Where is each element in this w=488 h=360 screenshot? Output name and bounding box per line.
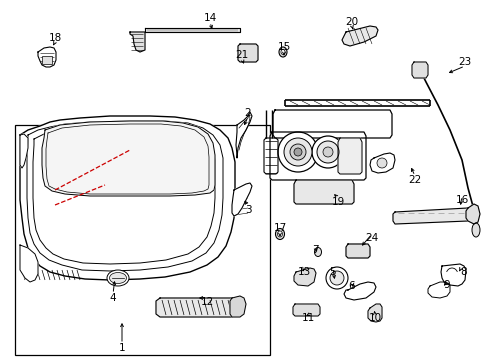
Circle shape	[289, 144, 305, 160]
Polygon shape	[238, 44, 258, 62]
Polygon shape	[269, 132, 365, 180]
Polygon shape	[145, 28, 240, 32]
Text: 18: 18	[48, 33, 61, 43]
Text: 22: 22	[407, 175, 421, 185]
Text: 23: 23	[457, 57, 470, 67]
Polygon shape	[27, 121, 223, 271]
Polygon shape	[292, 304, 319, 316]
Text: 9: 9	[443, 280, 449, 290]
Polygon shape	[156, 298, 236, 317]
Polygon shape	[42, 121, 215, 196]
Text: 16: 16	[454, 195, 468, 205]
Polygon shape	[369, 153, 394, 173]
Text: 8: 8	[460, 267, 467, 277]
Polygon shape	[411, 62, 427, 78]
Text: 17: 17	[273, 223, 286, 233]
Bar	[15, 125, 269, 355]
Text: 21: 21	[235, 50, 248, 60]
Polygon shape	[20, 134, 28, 168]
Polygon shape	[337, 138, 361, 174]
Text: 14: 14	[203, 13, 216, 23]
Polygon shape	[130, 32, 145, 52]
Ellipse shape	[314, 248, 321, 256]
Text: 13: 13	[297, 267, 310, 277]
Bar	[42, 56, 52, 64]
Ellipse shape	[471, 223, 479, 237]
Circle shape	[293, 148, 302, 156]
Polygon shape	[343, 282, 375, 300]
Circle shape	[311, 136, 343, 168]
Polygon shape	[427, 282, 449, 298]
Polygon shape	[465, 204, 479, 224]
Ellipse shape	[107, 270, 129, 286]
Text: 7: 7	[311, 245, 318, 255]
Circle shape	[284, 138, 311, 166]
Text: 12: 12	[200, 297, 213, 307]
Text: 2: 2	[244, 108, 251, 118]
Text: 20: 20	[345, 17, 358, 27]
Circle shape	[278, 132, 317, 172]
Polygon shape	[293, 180, 353, 204]
Polygon shape	[20, 245, 38, 282]
Text: 19: 19	[331, 197, 344, 207]
Ellipse shape	[109, 273, 126, 284]
Polygon shape	[293, 268, 315, 286]
Circle shape	[316, 141, 338, 163]
Circle shape	[376, 158, 386, 168]
Polygon shape	[272, 110, 391, 138]
Polygon shape	[346, 244, 369, 258]
Polygon shape	[440, 264, 465, 286]
Text: 1: 1	[119, 343, 125, 353]
Polygon shape	[264, 138, 278, 174]
Ellipse shape	[279, 47, 286, 57]
Circle shape	[329, 271, 343, 285]
Text: 4: 4	[109, 293, 116, 303]
Circle shape	[325, 267, 347, 289]
Polygon shape	[20, 116, 235, 280]
Ellipse shape	[275, 229, 284, 239]
Text: 3: 3	[244, 205, 251, 215]
Text: 10: 10	[367, 313, 381, 323]
Text: 15: 15	[277, 42, 290, 52]
Polygon shape	[229, 296, 245, 317]
Polygon shape	[231, 183, 251, 216]
Ellipse shape	[277, 231, 282, 237]
Polygon shape	[367, 304, 381, 322]
Text: 5: 5	[329, 267, 336, 277]
Text: 11: 11	[301, 313, 314, 323]
Text: 24: 24	[365, 233, 378, 243]
Ellipse shape	[281, 50, 285, 54]
Polygon shape	[38, 47, 56, 67]
Polygon shape	[236, 112, 251, 158]
Polygon shape	[341, 26, 377, 46]
Polygon shape	[33, 125, 215, 264]
Circle shape	[323, 147, 332, 157]
Text: 6: 6	[348, 281, 355, 291]
Polygon shape	[392, 208, 469, 224]
